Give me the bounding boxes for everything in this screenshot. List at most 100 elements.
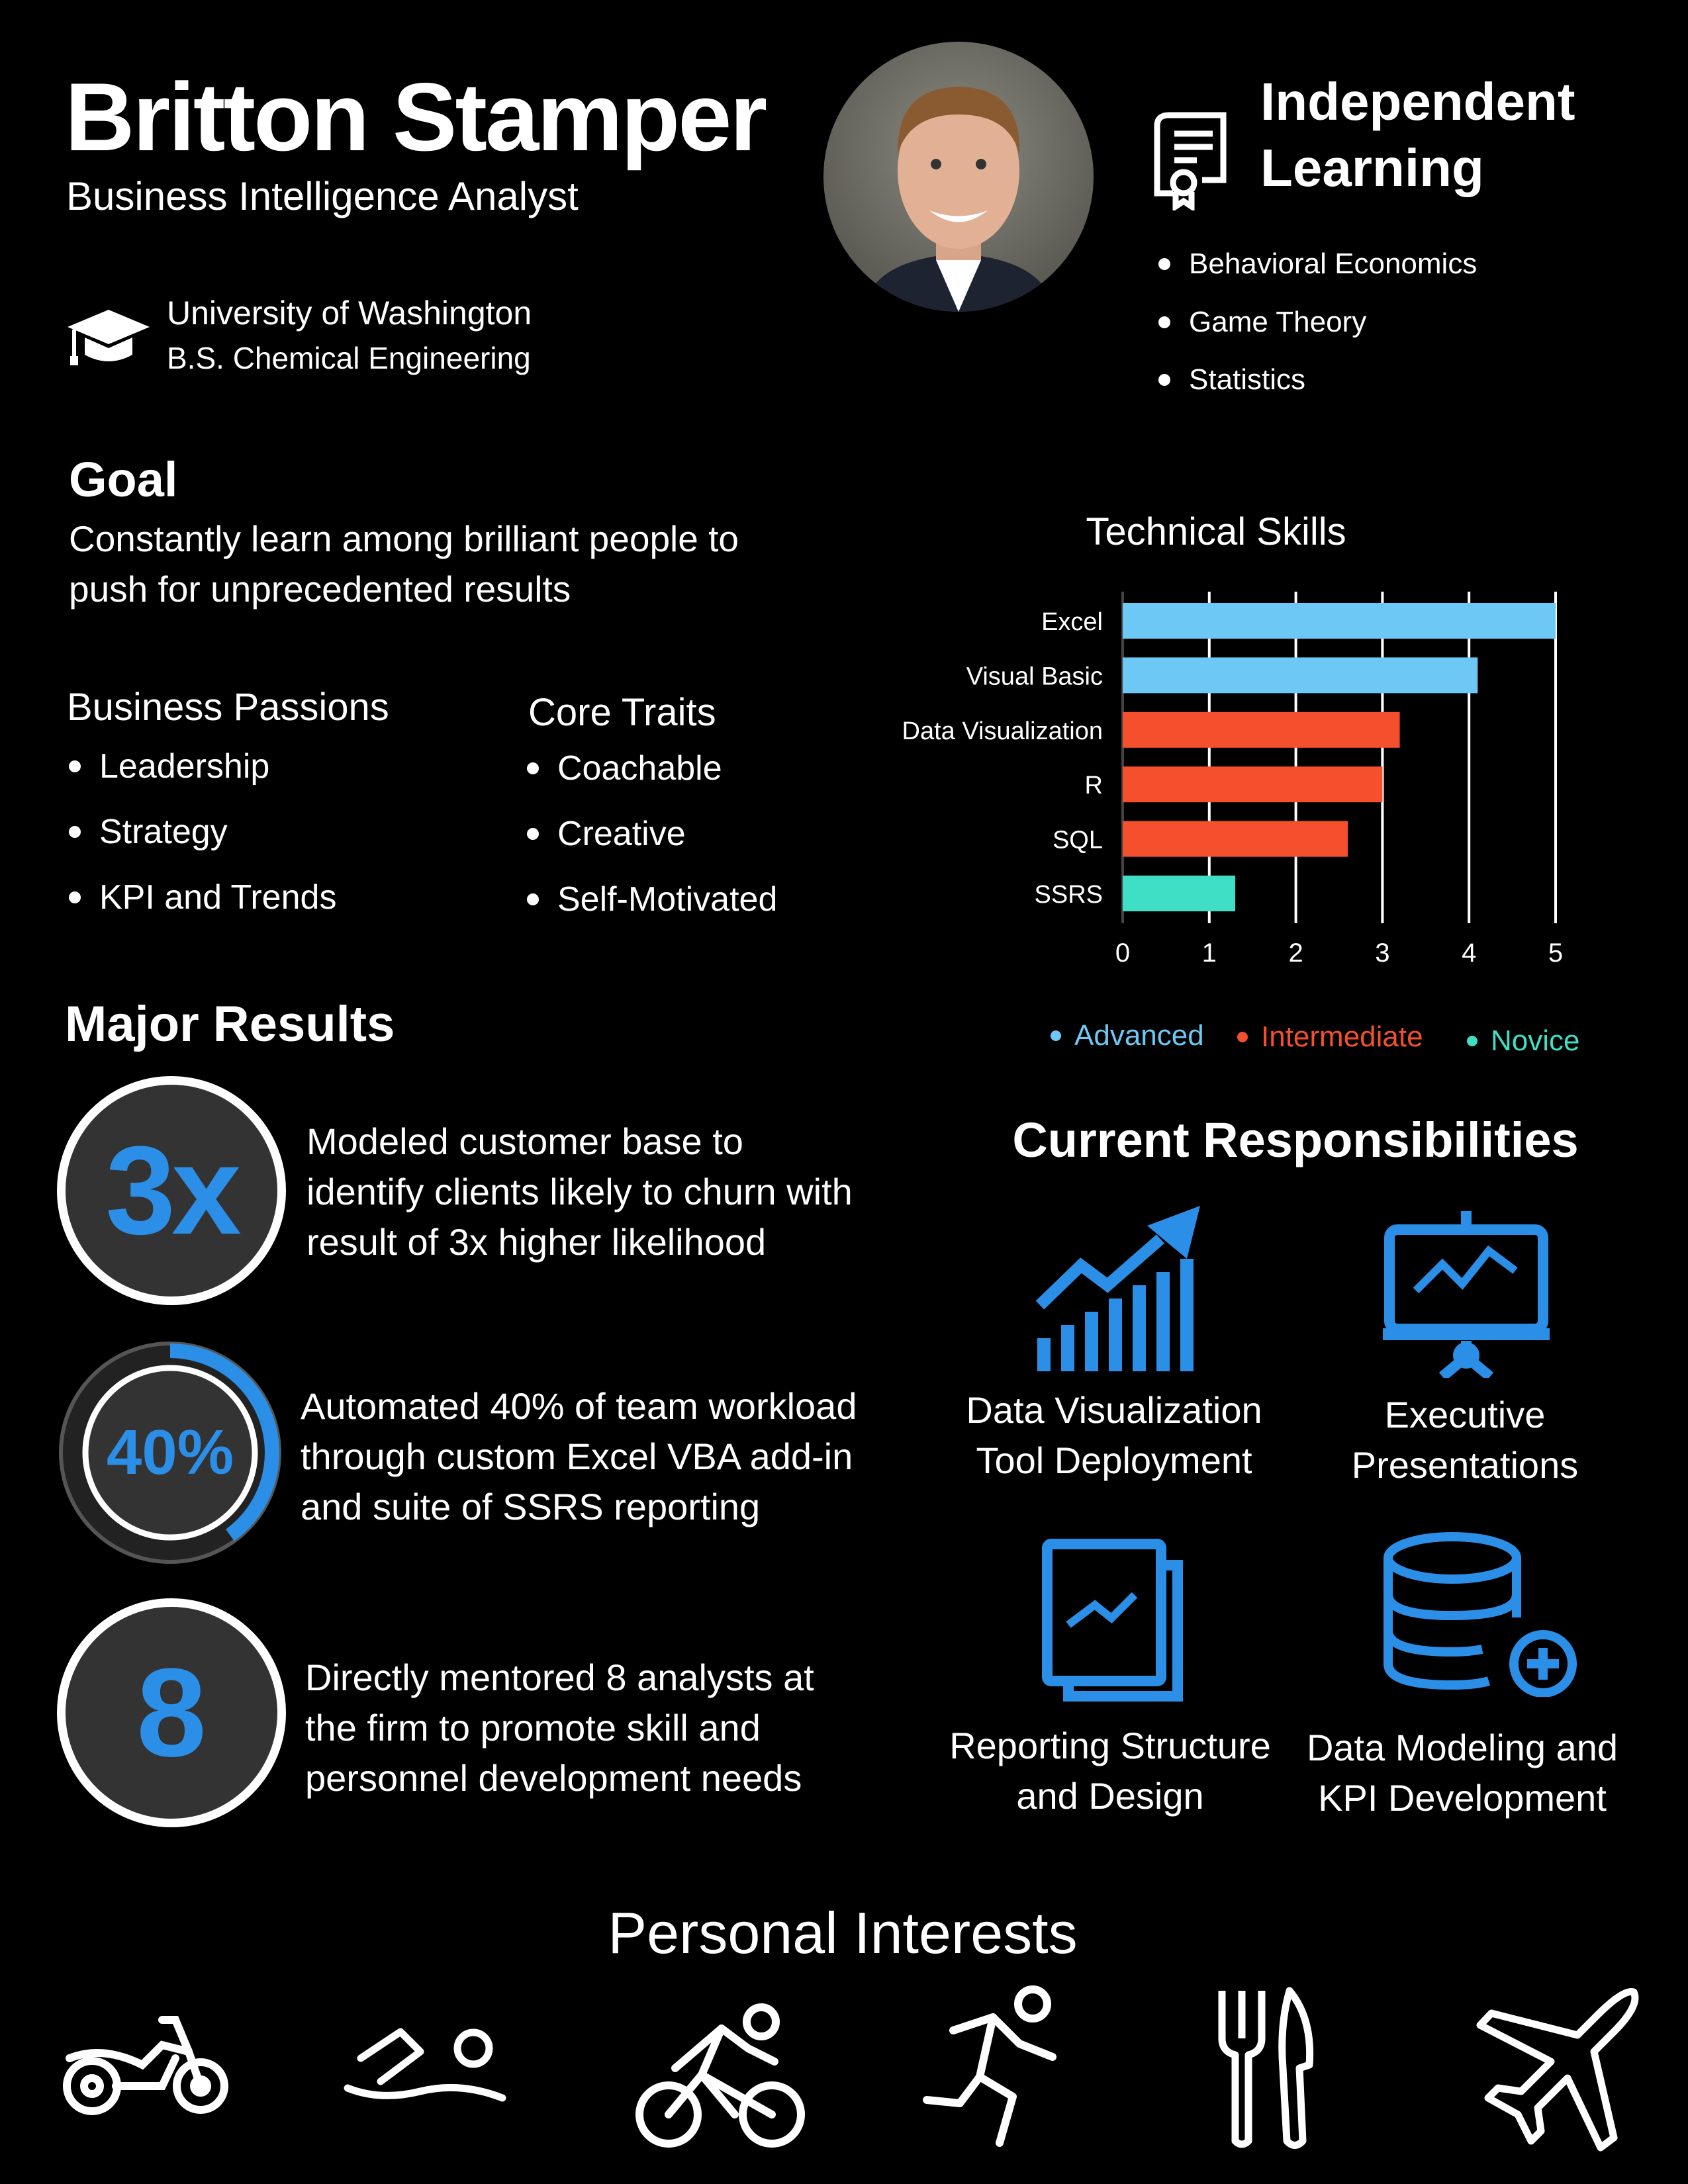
result-badge-8: 8: [57, 1598, 286, 1827]
traits-heading: Core Traits: [528, 691, 716, 734]
learning-item: Statistics: [1158, 363, 1305, 396]
result-line: and suite of SSRS reporting: [301, 1486, 761, 1527]
responsibilities-heading: Current Responsibilities: [1012, 1113, 1579, 1167]
airplane-icon: [1475, 1985, 1642, 2152]
trait-label: Coachable: [557, 749, 722, 788]
tick-label: 0: [1115, 938, 1130, 968]
bar-r: [1123, 766, 1383, 803]
bar-chart-growth-icon: [1035, 1206, 1205, 1371]
progress-ring-arc: [169, 1343, 279, 1541]
learning-item: Game Theory: [1158, 306, 1366, 339]
legend-label: Advanced: [1074, 1019, 1204, 1052]
title-line-2: Learning: [1260, 138, 1484, 197]
bullet-icon: [1158, 258, 1170, 270]
bullet-icon: [1158, 374, 1170, 386]
chart-title: Technical Skills: [1086, 510, 1346, 553]
category-label: SSRS: [1035, 881, 1103, 909]
result-line: personnel development needs: [305, 1757, 802, 1799]
responsibility-label: Executive Presentations: [1351, 1394, 1579, 1486]
database-add-icon: [1383, 1531, 1588, 1698]
swimming-icon: [341, 2019, 509, 2105]
result-line: the firm to promote skill and: [305, 1707, 761, 1749]
passion-label: Leadership: [99, 747, 270, 786]
badge-value: 40%: [106, 1417, 234, 1488]
learning-item-label: Statistics: [1189, 363, 1306, 396]
bullet-icon: [1158, 316, 1170, 328]
badge-value: 3x: [105, 1120, 241, 1261]
passion-item: Strategy: [69, 812, 228, 852]
legend-advanced: Advanced: [1051, 1019, 1204, 1052]
independent-learning-title: Independent Learning: [1260, 69, 1575, 201]
category-label: Data Visualization: [902, 717, 1103, 745]
running-icon: [920, 1984, 1079, 2151]
passion-item: Leadership: [69, 747, 269, 786]
result-badge-40-percent: [59, 1342, 281, 1564]
job-title: Business Intelligence Analyst: [66, 174, 579, 218]
passions-heading: Business Passions: [67, 686, 389, 729]
bullet-icon: [527, 762, 539, 774]
technical-skills-chart: 0 1 2 3 4 5 Excel Visual Basic Data Visualizatio…: [902, 592, 1563, 968]
goal-line-2: push for unprecedented results: [69, 569, 571, 610]
interests-heading: Personal Interests: [608, 1900, 1078, 1966]
category-label: Excel: [1041, 608, 1103, 636]
result-text-2: Automated 40% of team workload through c…: [301, 1381, 857, 1532]
legend-intermediate: Intermediate: [1237, 1021, 1423, 1054]
title-line-1: Independent: [1260, 72, 1575, 131]
legend-dot: [1237, 1032, 1248, 1042]
trait-item: Coachable: [527, 749, 722, 788]
tick-label: 2: [1288, 938, 1303, 968]
result-text-1: Modeled customer base to identify client…: [306, 1116, 853, 1267]
bullet-icon: [527, 828, 539, 840]
degree: B.S. Chemical Engineering: [167, 341, 531, 375]
bar-excel: [1123, 603, 1556, 639]
certificate-icon: [1149, 107, 1231, 212]
result-text-3: Directly mentored 8 analysts at the firm…: [305, 1653, 814, 1803]
school-name: University of Washington: [167, 295, 532, 332]
result-line: through custom Excel VBA add-in: [301, 1435, 853, 1477]
passion-label: Strategy: [99, 813, 228, 851]
bullet-icon: [69, 891, 81, 903]
passion-item: KPI and Trends: [69, 878, 336, 917]
legend-novice: Novice: [1467, 1024, 1580, 1058]
result-badge-3x: 3x: [57, 1076, 286, 1305]
tick-label: 4: [1462, 938, 1476, 968]
result-line: Automated 40% of team workload: [301, 1385, 857, 1427]
fork-knife-icon: [1217, 1985, 1316, 2151]
bullet-icon: [527, 893, 539, 905]
badge-value: 8: [136, 1643, 207, 1783]
tick-label: 1: [1202, 938, 1217, 968]
learning-item: Behavioral Economics: [1158, 248, 1477, 281]
candidate-name: Britton Stamper: [65, 63, 767, 171]
profile-photo: [823, 42, 1094, 312]
category-label: Visual Basic: [966, 662, 1103, 690]
cycling-icon: [635, 2002, 805, 2151]
graduation-cap-icon: [65, 304, 152, 368]
presentation-board-icon: [1383, 1211, 1550, 1381]
passion-label: KPI and Trends: [99, 878, 337, 917]
trait-item: Creative: [527, 814, 686, 854]
responsibility-label: Reporting Structure and Design: [949, 1725, 1271, 1817]
category-label: SQL: [1053, 827, 1103, 854]
trait-label: Creative: [557, 815, 686, 853]
badge-inner: [82, 1365, 258, 1541]
bar-data-visualization: [1123, 711, 1400, 748]
results-heading: Major Results: [65, 996, 395, 1052]
learning-item-label: Behavioral Economics: [1189, 248, 1477, 280]
bar-sql: [1123, 821, 1348, 857]
goal-heading: Goal: [69, 452, 178, 507]
trait-label: Self-Motivated: [557, 880, 778, 919]
legend-dot: [1051, 1030, 1061, 1041]
responsibility-label: Data Modeling and KPI Development: [1306, 1727, 1618, 1819]
legend-dot: [1467, 1036, 1477, 1046]
legend-label: Novice: [1491, 1024, 1580, 1057]
bar-visual-basic: [1123, 657, 1478, 694]
motorcycle-icon: [63, 2012, 230, 2118]
report-document-icon: [1042, 1539, 1184, 1702]
bar-ssrs: [1123, 876, 1236, 911]
tick-label: 5: [1548, 938, 1563, 968]
responsibility-label: Data Visualization Tool Deployment: [966, 1389, 1262, 1481]
result-line: identify clients likely to churn with: [306, 1171, 853, 1212]
result-line: Modeled customer base to: [306, 1120, 743, 1162]
learning-item-label: Game Theory: [1189, 306, 1367, 338]
trait-item: Self-Motivated: [527, 880, 777, 919]
